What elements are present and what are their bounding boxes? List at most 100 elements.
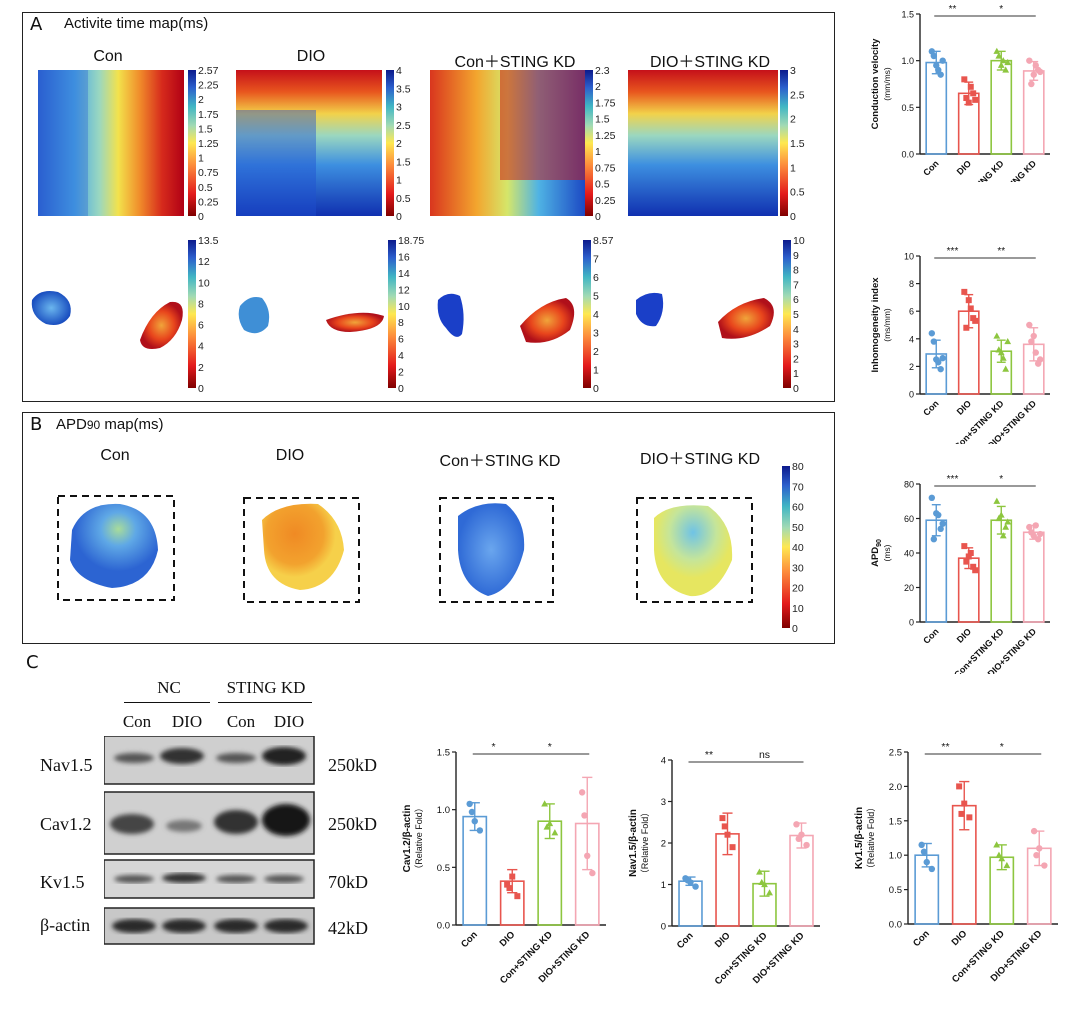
colorbar-tick-label: 0 [198,211,204,223]
colorbar-tick-label: 3 [396,102,402,114]
x-tick-label: DIO [955,158,973,176]
colorbar-labels-a-top-con: 2.57 2.25 2 1.75 1.5 1.25 1 0.75 0.5 0.25 0 [198,65,219,223]
significance-label: * [491,741,495,753]
data-point [956,783,963,790]
colorbar-tick-label: 0.5 [198,182,213,194]
colorbar-tick-label: 9 [793,250,799,262]
colorbar-tick-label: 0 [793,383,799,395]
colorbar-tick-label: 8.57 [593,235,614,247]
significance-label: * [548,741,552,753]
data-point [766,889,773,896]
colorbar-tick-label: 10 [793,235,805,247]
x-tick-label: Con [921,626,940,645]
data-point [999,354,1007,361]
colorbar-tick-label: 0.25 [595,195,616,207]
data-point [935,511,942,519]
data-point [476,827,484,834]
colorbar-tick-label: 0 [790,211,796,223]
colorbar-tick-label: 0.75 [595,162,616,174]
bar [462,815,488,926]
colorbar-tick-label: 1 [793,368,799,380]
chart-nav15: 0 1 2 3 4 Nav1.5/β-actin （Relative Fold） Con DIO… [628,749,820,987]
significance-label: ** [705,749,713,761]
colorbar-labels-a-top-dio: 4 3.5 3 2.5 2 1.5 1 0.5 0 [396,65,411,223]
y-tick-label: 2 [909,362,914,372]
colorbar-tick-label: 0.5 [595,179,610,191]
wb-size-nav15: 250kD [328,755,377,775]
colorbar-tick-label: 0 [595,211,601,223]
colorbar-tick-label: 2 [790,114,796,126]
colorbar-labels-a-bottom-dio: 18.75 16 14 12 10 8 6 4 2 0 [398,235,424,395]
colorbar-tick-label: 0.25 [198,196,219,208]
data-point [1004,58,1012,66]
colorbar-tick-label: 5 [793,309,799,321]
data-point [1003,861,1011,869]
data-point [965,553,972,560]
significance-label: ** [997,246,1005,257]
y-tick-label: 4 [909,334,914,344]
y-axis-label-unit: (mm/ms) [882,67,892,101]
x-tick-label: Con [921,158,940,177]
x-tick-label: Con [459,929,480,950]
data-point [1036,530,1044,538]
colorbar-tick-label: 3 [790,65,796,77]
y-tick-label: 20 [904,583,914,593]
data-point [793,821,800,828]
y-axis-label: Cav1.2/β-actin [402,805,413,873]
colorbar-tick-label: 0.5 [396,193,411,205]
wb-blots [104,736,315,945]
data-point [937,365,944,373]
y-tick-label: 40 [904,549,914,559]
bar [990,519,1013,623]
panel-a-title: Activite time map(ms) [64,15,209,32]
x-tick-label: Con [675,930,696,951]
data-point [1034,536,1042,543]
colorbar-tick-label: 4 [396,65,402,77]
colorbar-tick-label: 1.5 [595,114,610,126]
colorbar-tick-label: 12 [398,284,410,296]
panel-b-label-con: Con [100,447,130,464]
colorbar-tick-label: 6 [793,294,799,306]
y-axis-label-unit: （Relative Fold） [640,808,650,879]
panel-b-frame [22,412,835,644]
data-point [684,877,691,884]
bar [990,59,1013,155]
panel-a-frame [22,12,835,402]
data-point [1036,68,1044,76]
colorbar-tick-label: 1.75 [198,109,219,121]
colorbar-tick-label: 2 [198,94,204,106]
data-point [803,841,810,849]
data-point [1028,338,1035,345]
colorbar-tick-label: 5 [593,291,599,303]
y-tick-label: 1.0 [437,805,450,816]
colorbar-tick-label: 80 [792,461,804,473]
data-point [795,835,802,843]
y-axis-label-unit: （Relative Fold） [414,803,424,874]
data-point [939,354,946,362]
y-axis-label-unit: （Relative Fold） [866,803,876,874]
colorbar-tick-label: 3 [793,339,799,351]
colorbar-tick-label: 0 [593,383,599,395]
significance-label: ** [949,4,957,15]
wb-group-nc: NC [157,678,181,697]
colorbar-tick-label: 1 [595,146,601,158]
y-axis-label: Inhomogeneity index [870,277,881,373]
colorbar-tick-label: 20 [792,583,804,595]
panel-a-label-dio-kd: DIO＋STING KD [649,54,770,71]
y-tick-label: 4 [661,756,666,767]
wb-lane-label: DIO [273,712,305,731]
colorbar-tick-label: 18.75 [398,235,424,247]
y-tick-label: 0 [909,618,914,628]
data-point [1030,827,1038,835]
data-point [1028,529,1035,536]
colorbar-tick-label: 50 [792,522,804,534]
wb-group-sting-kd-line [218,702,312,703]
x-tick-label: DIO [955,626,973,644]
data-point [1036,356,1044,363]
data-point [729,844,736,851]
data-point [471,818,478,825]
colorbar-tick-label: 60 [792,502,804,514]
